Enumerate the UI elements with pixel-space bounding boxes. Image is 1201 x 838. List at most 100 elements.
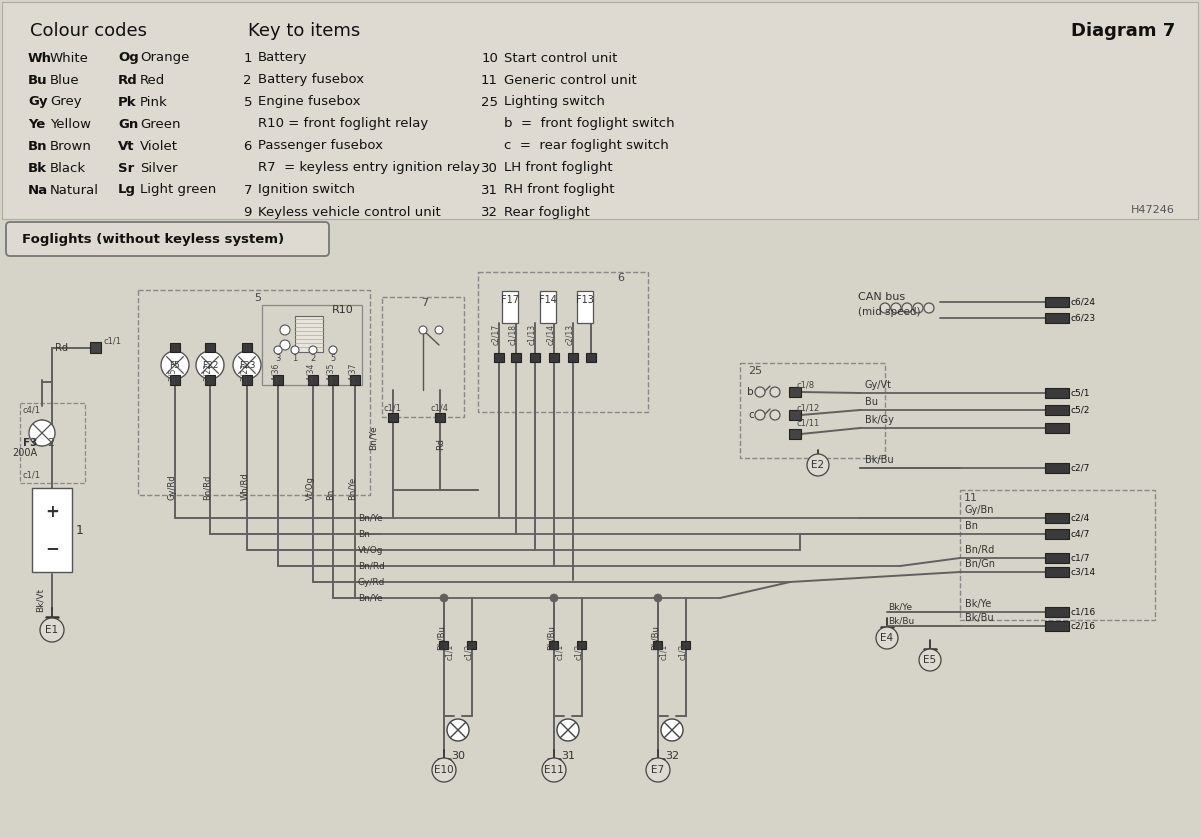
Text: Rd: Rd xyxy=(118,74,138,86)
Text: Natural: Natural xyxy=(50,184,98,196)
Text: Light green: Light green xyxy=(141,184,216,196)
Circle shape xyxy=(542,758,566,782)
Text: Rd: Rd xyxy=(436,438,446,450)
FancyBboxPatch shape xyxy=(1045,607,1069,617)
Circle shape xyxy=(440,594,448,602)
Text: 6: 6 xyxy=(244,139,252,153)
Circle shape xyxy=(902,303,912,313)
Text: c4/36: c4/36 xyxy=(271,363,280,384)
Text: c4/7: c4/7 xyxy=(1071,530,1091,539)
Text: Bk/Bu: Bk/Bu xyxy=(964,613,993,623)
Text: 31: 31 xyxy=(480,184,498,196)
FancyBboxPatch shape xyxy=(241,375,252,385)
Text: c3/14: c3/14 xyxy=(1071,567,1097,577)
Text: 1: 1 xyxy=(292,354,298,363)
Text: Ye: Ye xyxy=(28,117,46,131)
Text: c4/35: c4/35 xyxy=(325,363,335,384)
Text: c1/18: c1/18 xyxy=(508,324,516,345)
Circle shape xyxy=(876,627,898,649)
FancyBboxPatch shape xyxy=(568,354,578,363)
Text: 11: 11 xyxy=(964,493,978,503)
Circle shape xyxy=(435,326,443,334)
Text: Bk/Bu: Bk/Bu xyxy=(546,625,556,650)
FancyBboxPatch shape xyxy=(510,354,521,363)
Text: Bn: Bn xyxy=(358,530,370,539)
Text: 5: 5 xyxy=(244,96,252,108)
Text: c4/37: c4/37 xyxy=(348,363,357,384)
Text: Start control unit: Start control unit xyxy=(504,51,617,65)
Text: Bn: Bn xyxy=(964,521,978,531)
Text: Diagram 7: Diagram 7 xyxy=(1071,22,1175,40)
Text: Bn/Ye: Bn/Ye xyxy=(358,514,383,523)
Text: R10 = front foglight relay: R10 = front foglight relay xyxy=(258,117,429,131)
Text: Pk: Pk xyxy=(118,96,137,108)
Text: Key to items: Key to items xyxy=(247,22,360,40)
FancyBboxPatch shape xyxy=(328,375,337,385)
Text: Gy/Rd: Gy/Rd xyxy=(168,474,177,500)
Text: 2: 2 xyxy=(244,74,252,86)
FancyBboxPatch shape xyxy=(550,641,558,649)
Text: 30: 30 xyxy=(452,751,465,761)
FancyBboxPatch shape xyxy=(578,641,586,649)
Text: Bk/Gy: Bk/Gy xyxy=(865,415,894,425)
Text: Vt: Vt xyxy=(118,139,135,153)
Circle shape xyxy=(309,346,317,354)
Text: c1/2: c1/2 xyxy=(574,644,582,660)
Text: Green: Green xyxy=(141,117,180,131)
Text: E7: E7 xyxy=(651,765,664,775)
FancyBboxPatch shape xyxy=(1045,297,1069,307)
Text: c2/17: c2/17 xyxy=(491,323,500,345)
Text: Black: Black xyxy=(50,162,86,174)
Text: c4/34: c4/34 xyxy=(306,363,315,384)
Text: Bk/Ye: Bk/Ye xyxy=(888,603,912,612)
Text: Rear foglight: Rear foglight xyxy=(504,205,590,219)
FancyBboxPatch shape xyxy=(171,344,180,353)
Text: Yellow: Yellow xyxy=(50,117,91,131)
Circle shape xyxy=(755,410,765,420)
Text: 11: 11 xyxy=(480,74,498,86)
Text: Brown: Brown xyxy=(50,139,91,153)
Text: Bn/Rd: Bn/Rd xyxy=(203,474,213,500)
Text: c6/23: c6/23 xyxy=(1071,313,1097,323)
Text: Bn/Rd: Bn/Rd xyxy=(358,561,384,571)
Text: Gn: Gn xyxy=(118,117,138,131)
Text: Vt/Og: Vt/Og xyxy=(358,546,383,555)
Circle shape xyxy=(274,346,282,354)
FancyBboxPatch shape xyxy=(789,429,801,439)
Text: Wh: Wh xyxy=(28,51,52,65)
Text: Bn: Bn xyxy=(325,489,335,500)
FancyBboxPatch shape xyxy=(307,375,318,385)
FancyBboxPatch shape xyxy=(1045,553,1069,563)
FancyBboxPatch shape xyxy=(653,641,663,649)
Text: Og: Og xyxy=(118,51,139,65)
Text: Orange: Orange xyxy=(141,51,190,65)
Text: 7: 7 xyxy=(244,184,252,196)
Text: c2/22: c2/22 xyxy=(203,363,213,384)
Text: 6: 6 xyxy=(617,273,625,283)
Text: LH front foglight: LH front foglight xyxy=(504,162,613,174)
Text: F22: F22 xyxy=(202,360,219,370)
Text: Wh/Rd: Wh/Rd xyxy=(240,473,249,500)
FancyBboxPatch shape xyxy=(549,354,558,363)
Text: White: White xyxy=(50,51,89,65)
Circle shape xyxy=(655,594,662,602)
FancyBboxPatch shape xyxy=(205,375,215,385)
FancyBboxPatch shape xyxy=(388,412,398,422)
Text: c1/1: c1/1 xyxy=(104,337,123,345)
Text: E5: E5 xyxy=(924,655,937,665)
Text: Bu: Bu xyxy=(28,74,48,86)
Circle shape xyxy=(919,649,942,671)
Text: Gy/Rd: Gy/Rd xyxy=(358,577,386,587)
Text: 30: 30 xyxy=(482,162,498,174)
Text: Gy/Bn: Gy/Bn xyxy=(964,505,994,515)
Text: Bn: Bn xyxy=(28,139,48,153)
Text: Colour codes: Colour codes xyxy=(30,22,147,40)
Text: Battery fusebox: Battery fusebox xyxy=(258,74,364,86)
Text: F5: F5 xyxy=(169,360,180,370)
FancyBboxPatch shape xyxy=(295,316,323,352)
Text: c2/16: c2/16 xyxy=(1071,622,1097,630)
Text: Bn/Ye: Bn/Ye xyxy=(358,593,383,603)
Text: E2: E2 xyxy=(812,460,825,470)
Circle shape xyxy=(770,410,779,420)
Text: Bk/Ye: Bk/Ye xyxy=(964,599,991,609)
